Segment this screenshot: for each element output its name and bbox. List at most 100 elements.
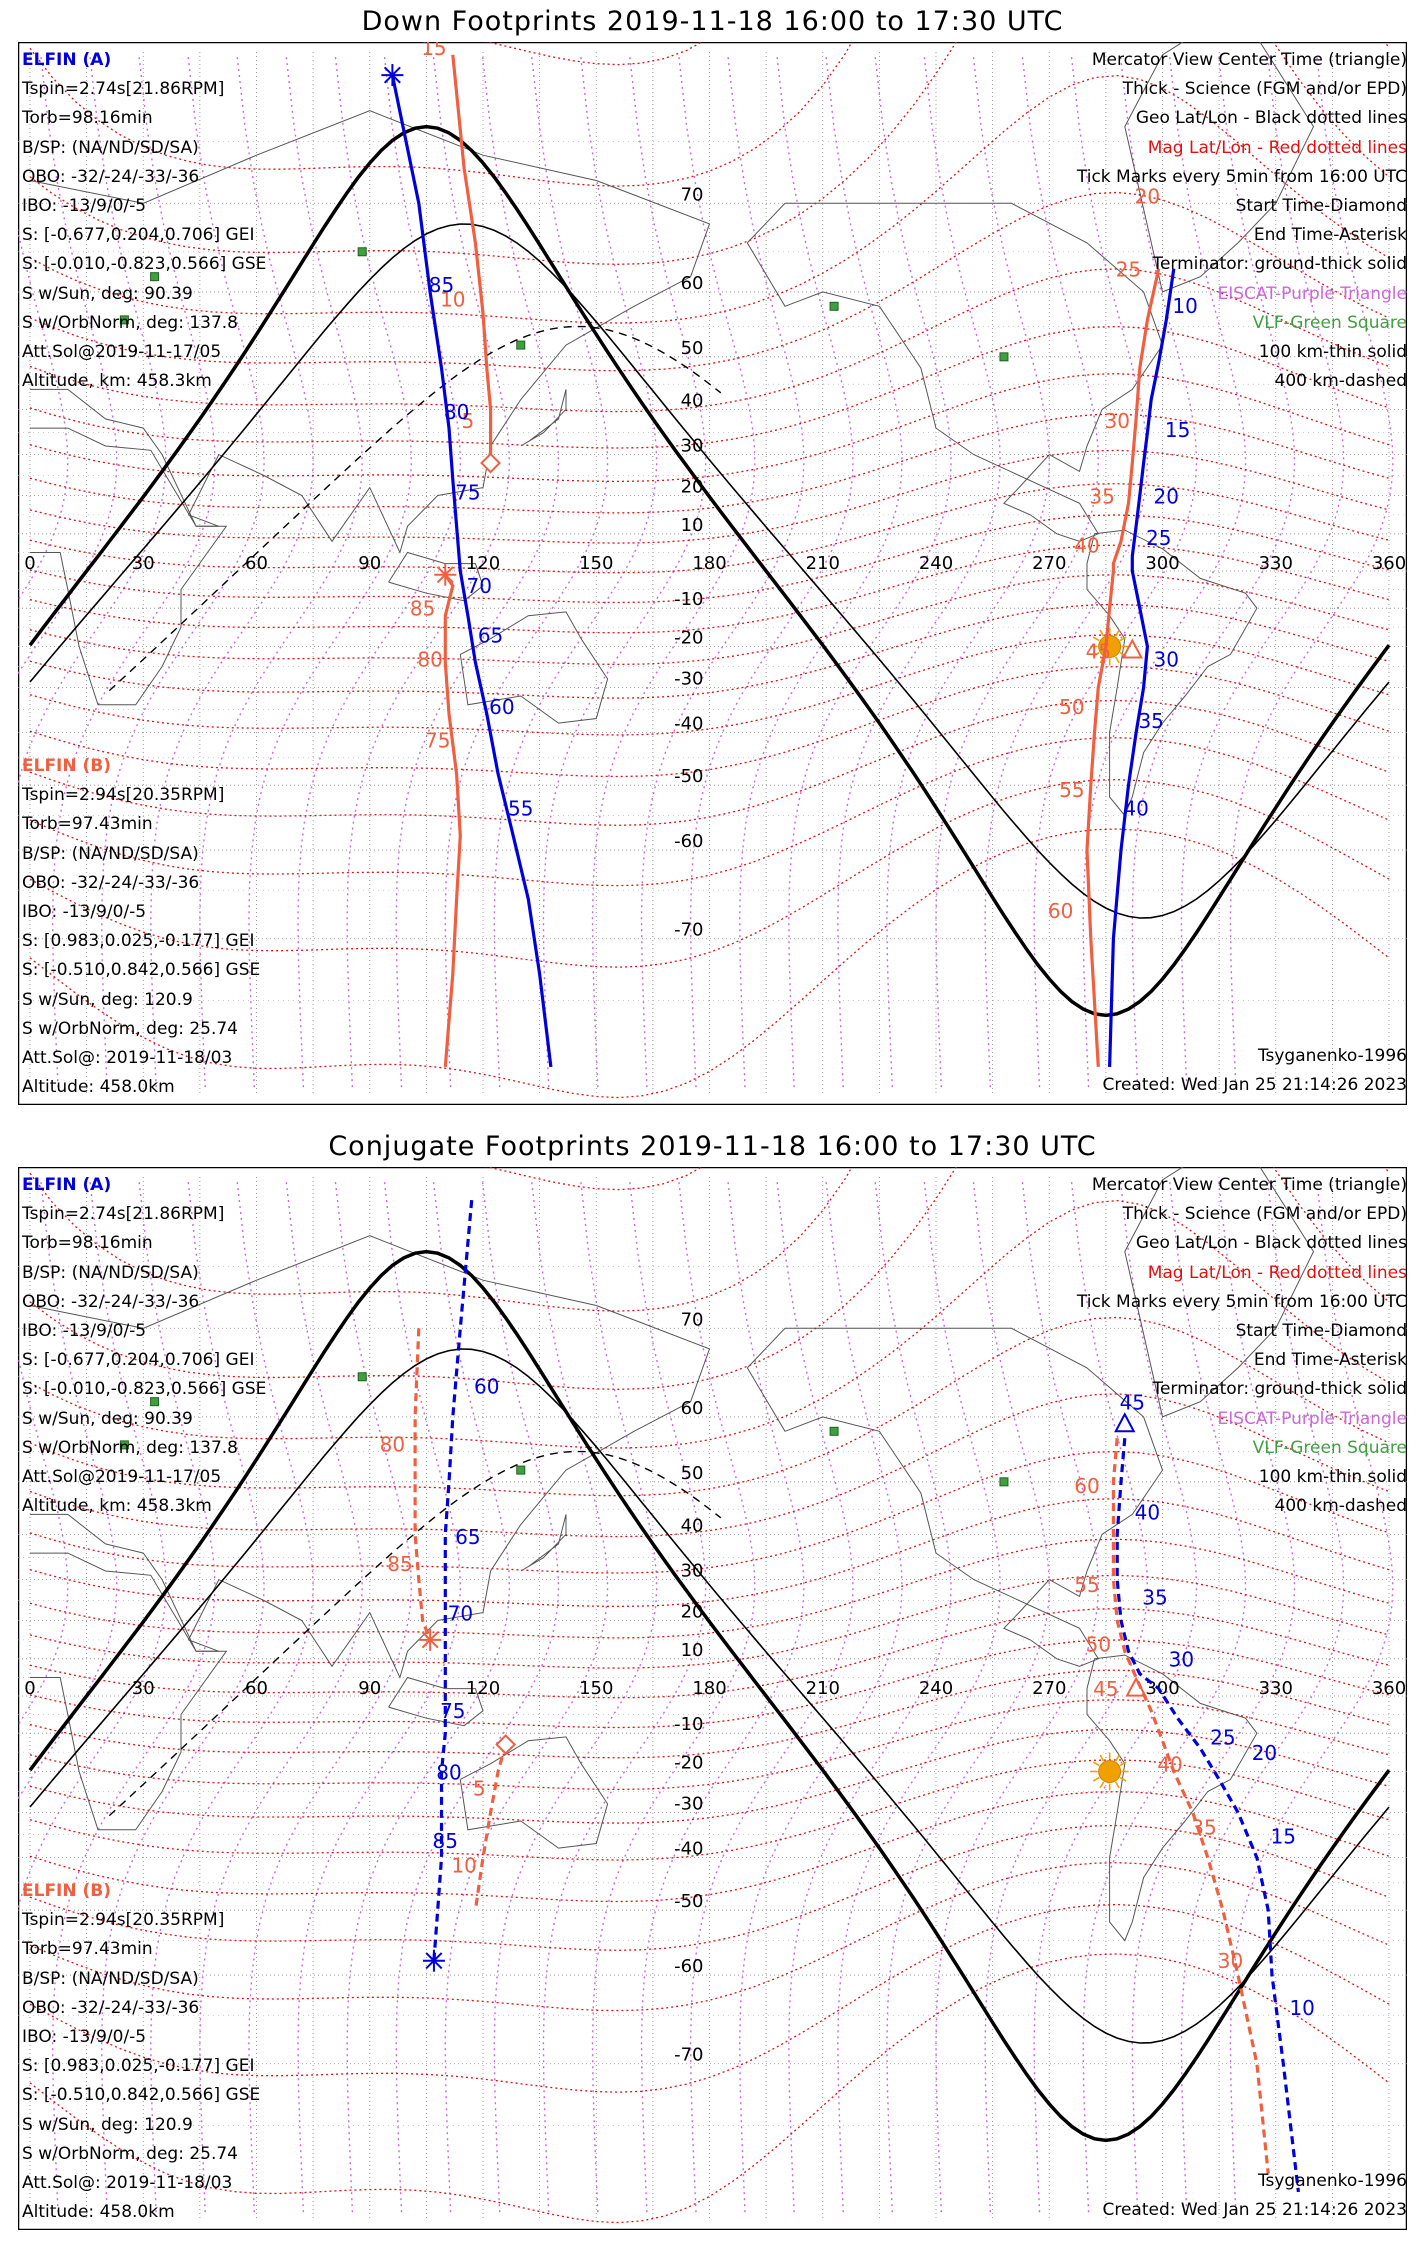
track-tick-label: 15 [1271, 1824, 1296, 1848]
lon-tick-label: 240 [919, 553, 953, 574]
legend-line: Tick Marks every 5min from 16:00 UTC [1076, 1291, 1407, 1312]
track-tick-label: 70 [466, 574, 491, 598]
elfin-b-track-asia-start: 15 10 5 [421, 42, 493, 464]
sun-ray [1119, 636, 1127, 642]
lon-tick-label: 180 [692, 1678, 726, 1699]
elfin-a-attsol: Att.Sol@2019-11-17/05 [22, 1467, 222, 1488]
vlf-stations [119, 247, 1009, 362]
asterisk-stroke [421, 1631, 439, 1649]
landmass-outline [520, 389, 567, 447]
track-tick-label: 5 [473, 1777, 486, 1801]
elfin-b-track-asia: 85 80 75 [410, 573, 462, 1068]
elfin-a-info: ELFIN (A) Tspin=2.74s[21.86RPM] Torb=98.… [22, 46, 266, 396]
mag-lon-line [886, 54, 1051, 1088]
track-tick-label: 45 [1120, 1390, 1145, 1414]
mag-longitude-lines [18, 1179, 1394, 2213]
elfin-a-track-americas: 10 15 20 25 30 35 40 [1108, 268, 1198, 1067]
sun-ray [1099, 629, 1105, 637]
mag-lat-line [29, 1608, 1390, 1699]
legend: Mercator View Center Time (triangle) Thi… [1077, 46, 1407, 396]
lat-tick-label: -40 [674, 714, 703, 735]
elfin-b-tspin: Tspin=2.94s[20.35RPM] [22, 1910, 225, 1931]
track-tick-label: 35 [1089, 484, 1114, 508]
elfin-b-info: ELFIN (B) Tspin=2.94s[20.35RPM] Torb=97.… [22, 752, 260, 1102]
mag-lat-line [29, 1393, 1390, 1538]
mag-lon-line [837, 54, 1001, 1088]
landmass-outline [746, 202, 1164, 542]
mag-lon-line [542, 54, 707, 1088]
mag-lat-line [29, 1824, 1390, 1951]
track-tick-label: 60 [489, 695, 514, 719]
elfin-a-label: ELFIN (A) [22, 50, 112, 70]
conjugate-footprint-map: 0 30 60 90 120 150 180 210 240 270 300 330 360706050… [18, 1167, 1407, 2230]
legend-line: Start Time-Diamond [1235, 1321, 1407, 1342]
legend-line: Thick - Science (FGM and/or EPD) [1122, 1204, 1407, 1225]
mag-lon-line [51, 54, 216, 1088]
lat-tick-label: 10 [681, 1640, 704, 1661]
legend-line: End Time-Asterisk [1253, 1350, 1407, 1371]
sun-ray [1092, 636, 1100, 642]
asterisk-stroke [383, 66, 401, 84]
map-frame [18, 1167, 1407, 2230]
elfin-a-center-triangle [1114, 1412, 1136, 1433]
elfin-a-label: ELFIN (A) [22, 1175, 112, 1195]
vlf-station-square [516, 1465, 526, 1475]
elfin-a-s-gei: S: [-0.677,0.204,0.706] GEI [22, 1350, 255, 1371]
panel-title: Conjugate Footprints 2019-11-18 16:00 to… [328, 1131, 1097, 1162]
mag-lon-line [1131, 1179, 1296, 2213]
track-tick-label: 75 [440, 1699, 465, 1723]
legend-line: End Time-Asterisk [1253, 225, 1407, 246]
track-line [473, 1744, 508, 1911]
track-tick-label: 45 [1093, 1677, 1118, 1701]
panel-title: Down Footprints 2019-11-18 16:00 to 17:3… [361, 6, 1064, 37]
track-tick-label: 35 [1191, 1815, 1216, 1839]
legend-line: Terminator: ground-thick solid [1152, 254, 1407, 275]
elfin-b-start-diamond [480, 452, 501, 474]
elfin-b-torb: Torb=97.43min [22, 814, 153, 835]
lat-tick-label: -30 [674, 668, 703, 689]
lat-tick-label: -20 [674, 1753, 703, 1774]
legend-line: 400 km-dashed [1274, 1496, 1407, 1517]
sun-ray [1099, 1754, 1105, 1762]
terminator-ground [28, 1249, 1391, 2143]
elfin-b-label: ELFIN (B) [22, 1881, 112, 1901]
elfin-b-torb: Torb=97.43min [22, 1939, 153, 1960]
elfin-b-s-sun: S w/Sun, deg: 120.9 [22, 989, 193, 1010]
model-name: Tsyganenko-1996 [1257, 1046, 1407, 1066]
track-tick-label: 40 [1123, 797, 1148, 821]
lon-tick-labels: 0 30 60 90 120 150 180 210 240 270 300 330 360 [24, 1678, 1406, 1699]
lon-tick-label: 60 [245, 553, 268, 574]
elfin-b-end-asterisk [434, 563, 457, 586]
vlf-station-square [150, 272, 160, 282]
sun-ray [1114, 629, 1120, 637]
terminator [28, 1249, 1391, 2143]
terminator-ground [28, 124, 1391, 1018]
legend-line: 400 km-dashed [1274, 371, 1407, 392]
lat-tick-label: -50 [674, 766, 703, 787]
mag-lon-line [984, 54, 1149, 1088]
track-tick-label: 30 [1104, 409, 1129, 433]
track-tick-label: 65 [455, 1525, 480, 1549]
elfin-a-torb: Torb=98.16min [22, 108, 153, 129]
track-tick-label: 20 [1252, 1741, 1277, 1765]
mag-lon-line [837, 1179, 1001, 2213]
elfin-a-s-orb: S w/OrbNorm, deg: 137.8 [22, 312, 239, 333]
lat-tick-label: 50 [681, 1463, 704, 1484]
track-tick-label: 30 [1218, 1949, 1243, 1973]
mag-lon-line [935, 54, 1100, 1088]
elfin-b-track-asia-south: 5 10 [451, 1744, 508, 1911]
mag-lon-line [150, 1179, 314, 2213]
mag-lat-line [29, 1699, 1390, 1791]
terminator-100km [29, 1348, 1390, 2044]
mag-lat-line [29, 483, 1390, 574]
mag-lon-line [100, 1179, 265, 2213]
track-tick-label: 40 [1135, 1501, 1160, 1525]
lat-tick-label: -40 [674, 1839, 703, 1860]
landmass-outline [30, 427, 228, 706]
lon-tick-label: 330 [1259, 1678, 1293, 1699]
elfin-a-track-americas: 45 40 35 30 25 20 15 10 [1115, 1390, 1315, 2193]
legend-line: 100 km-thin solid [1258, 342, 1407, 363]
landmass-outline [1124, 1167, 1315, 1418]
terminator [28, 124, 1391, 1018]
mag-lon-line [788, 1179, 952, 2213]
